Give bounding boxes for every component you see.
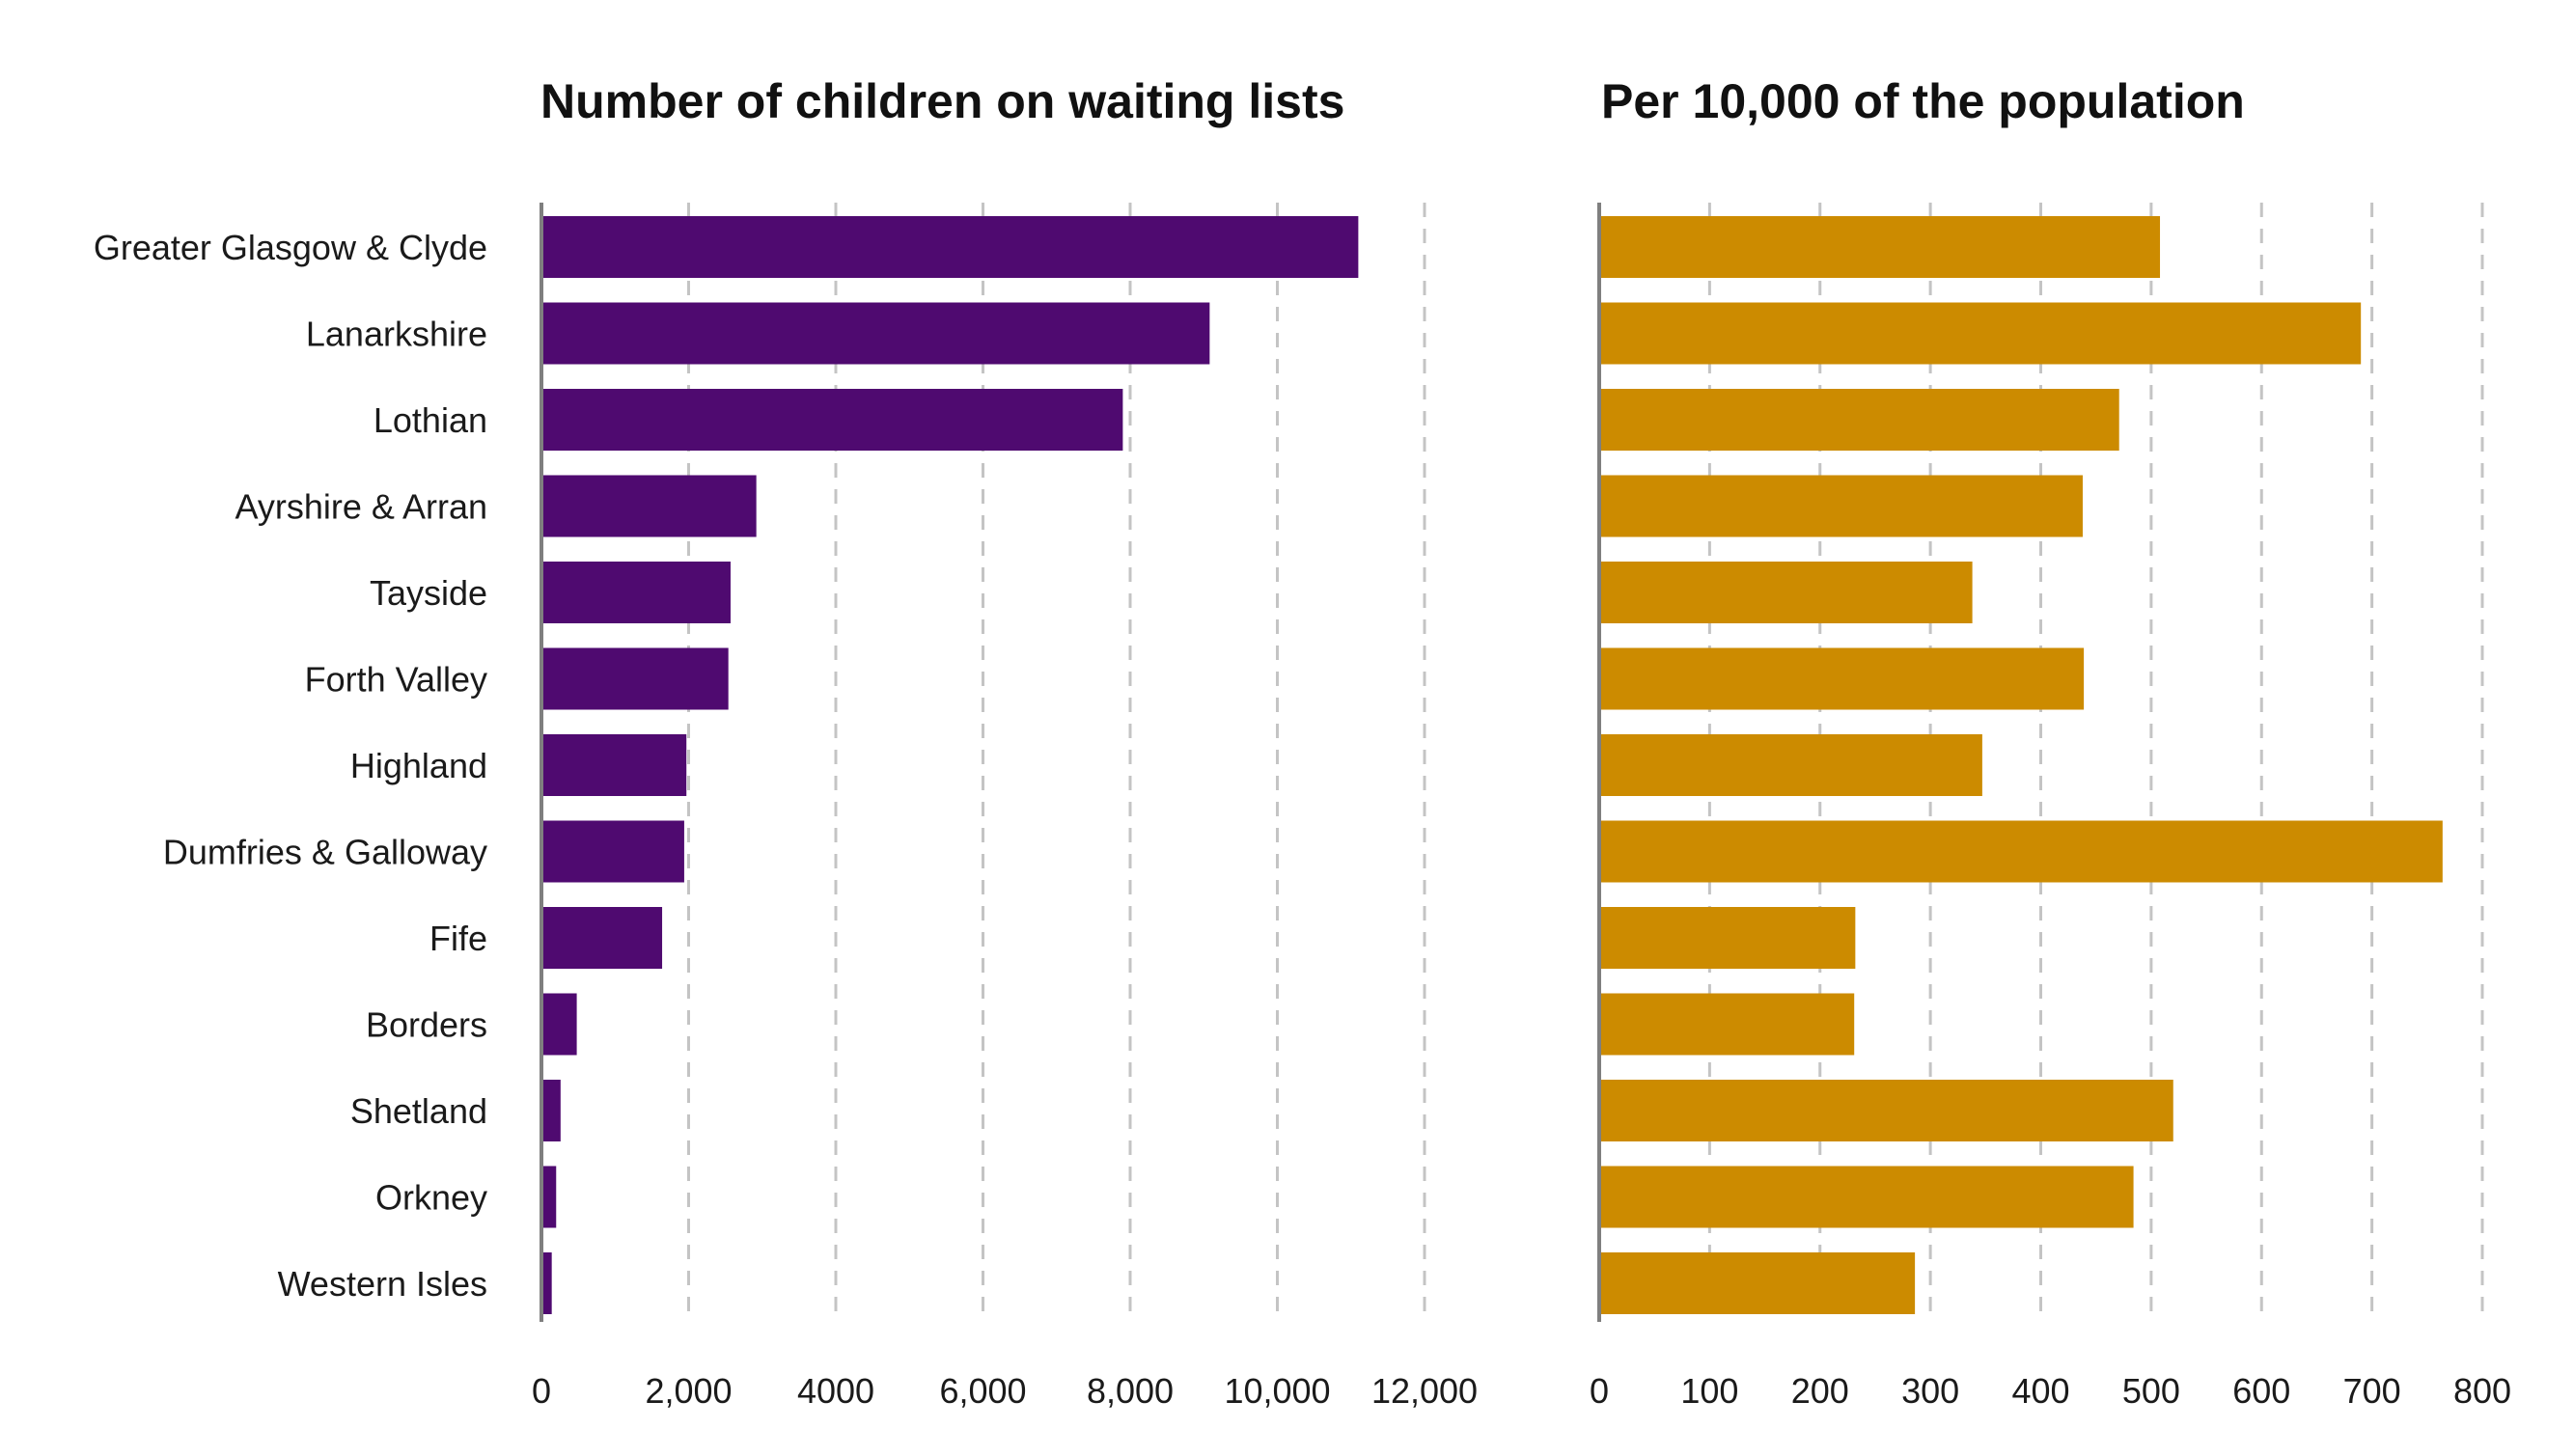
left-tick-label: 0	[532, 1371, 551, 1411]
left-bar	[541, 647, 729, 710]
left-tick-label: 4000	[797, 1371, 874, 1411]
right-bar	[1599, 1080, 2173, 1141]
right-tick-label: 500	[2122, 1371, 2180, 1411]
category-label: Greater Glasgow & Clyde	[94, 228, 487, 267]
left-bar	[541, 820, 684, 883]
category-label: Dumfries & Galloway	[163, 833, 487, 872]
right-bar	[1599, 993, 1855, 1056]
gridlines	[687, 203, 2484, 1322]
bars	[541, 216, 2443, 1314]
right-bar	[1599, 1166, 2134, 1228]
right-tick-label: 400	[2011, 1371, 2069, 1411]
category-label: Ayrshire & Arran	[235, 487, 487, 527]
right-tick-label: 100	[1680, 1371, 1738, 1411]
category-labels: Greater Glasgow & Clyde Lanarkshire Lothia…	[94, 228, 487, 1304]
left-tick-label: 2,000	[645, 1371, 732, 1411]
right-bar	[1599, 1252, 1916, 1314]
left-bar	[541, 993, 577, 1056]
right-tick-label: 600	[2232, 1371, 2290, 1411]
axes	[540, 203, 1601, 1322]
category-label: Tayside	[370, 573, 487, 613]
right-bar	[1599, 302, 2362, 365]
right-bar	[1599, 389, 2119, 451]
right-bar	[1599, 216, 2161, 278]
left-bar	[541, 1166, 557, 1228]
left-bar	[541, 302, 1210, 365]
right-bar	[1599, 820, 2443, 883]
left-bar	[541, 475, 757, 537]
category-label: Fife	[429, 919, 487, 958]
category-label: Orkney	[375, 1178, 487, 1218]
left-bar	[541, 1080, 561, 1141]
right-bar	[1599, 562, 1973, 623]
category-label: Lanarkshire	[306, 315, 487, 354]
right-tick-label: 200	[1791, 1371, 1849, 1411]
left-bar	[541, 734, 687, 796]
right-chart-title: Per 10,000 of the population	[1601, 74, 2245, 128]
left-chart-title: Number of children on waiting lists	[540, 74, 1344, 128]
category-label: Western Isles	[278, 1264, 487, 1304]
right-bar	[1599, 475, 2083, 537]
right-bar	[1599, 647, 2085, 710]
category-label: Borders	[366, 1005, 487, 1045]
left-tick-label: 6,000	[939, 1371, 1026, 1411]
right-tick-label: 300	[1901, 1371, 1959, 1411]
left-tick-label: 10,000	[1224, 1371, 1330, 1411]
right-bar	[1599, 734, 1982, 796]
left-bar	[541, 216, 1359, 278]
right-bar	[1599, 907, 1856, 969]
category-label: Shetland	[350, 1091, 487, 1131]
tick-labels: 0 2,000 4000 6,000 8,000 10,000 12,000 0 100 200 3…	[532, 1371, 2511, 1411]
category-label: Forth Valley	[305, 660, 487, 700]
left-bar	[541, 1252, 552, 1314]
left-tick-label: 8,000	[1087, 1371, 1174, 1411]
left-tick-label: 12,000	[1371, 1371, 1478, 1411]
right-tick-label: 700	[2343, 1371, 2401, 1411]
left-bar	[541, 389, 1123, 451]
category-label: Highland	[350, 746, 487, 785]
right-tick-label: 0	[1590, 1371, 1609, 1411]
right-tick-label: 800	[2453, 1371, 2511, 1411]
category-label: Lothian	[374, 400, 487, 440]
left-bar	[541, 562, 731, 623]
left-bar	[541, 907, 663, 969]
